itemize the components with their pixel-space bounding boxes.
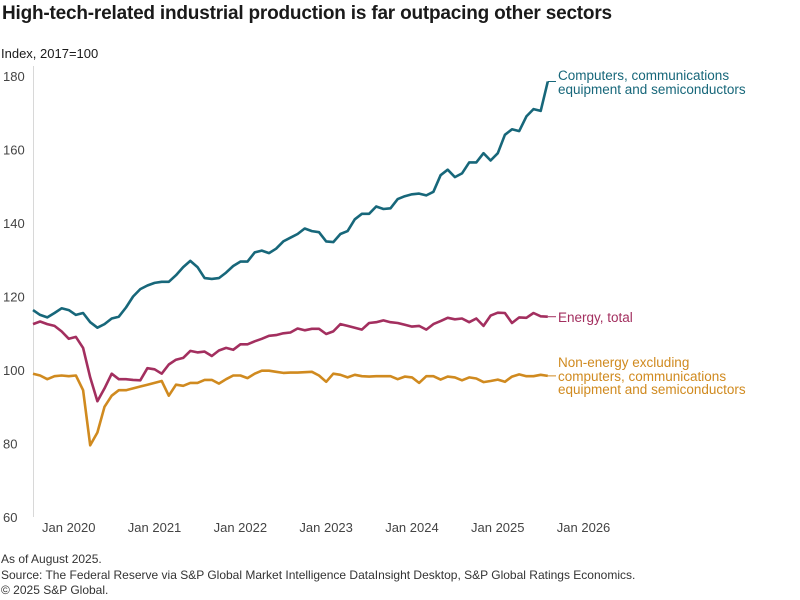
x-tick-label: Jan 2023 bbox=[299, 520, 353, 535]
footnote-copyright: © 2025 S&P Global. bbox=[1, 583, 109, 597]
chart-title: High-tech-related industrial production … bbox=[2, 3, 612, 24]
series-label: Energy, total bbox=[558, 310, 633, 325]
footnote-date: As of August 2025. bbox=[1, 552, 102, 566]
series-label: Non-energy excluding bbox=[558, 355, 689, 370]
y-tick-label: 180 bbox=[3, 69, 25, 84]
series-line-2 bbox=[32, 369, 548, 447]
series-label: computers, communications bbox=[558, 369, 726, 384]
series-label: equipment and semiconductors bbox=[558, 82, 746, 97]
x-tick-label: Jan 2025 bbox=[471, 520, 525, 535]
x-tick-label: Jan 2020 bbox=[42, 520, 96, 535]
y-axis-label: Index, 2017=100 bbox=[1, 46, 98, 61]
footnote-source: Source: The Federal Reserve via S&P Glob… bbox=[1, 568, 636, 582]
y-tick-label: 120 bbox=[3, 290, 25, 305]
y-tick-label: 140 bbox=[3, 216, 25, 231]
x-tick-label: Jan 2024 bbox=[385, 520, 439, 535]
series-label: Computers, communications bbox=[558, 68, 729, 83]
series-line-0 bbox=[32, 81, 550, 330]
y-tick-label: 60 bbox=[3, 510, 17, 525]
y-tick-label: 80 bbox=[3, 437, 17, 452]
x-tick-label: Jan 2026 bbox=[557, 520, 611, 535]
y-tick-label: 100 bbox=[3, 363, 25, 378]
series-label: equipment and semiconductors bbox=[558, 382, 746, 397]
x-tick-label: Jan 2021 bbox=[128, 520, 182, 535]
series-line-1 bbox=[32, 311, 548, 403]
x-tick-label: Jan 2022 bbox=[214, 520, 268, 535]
y-tick-label: 160 bbox=[3, 143, 25, 158]
